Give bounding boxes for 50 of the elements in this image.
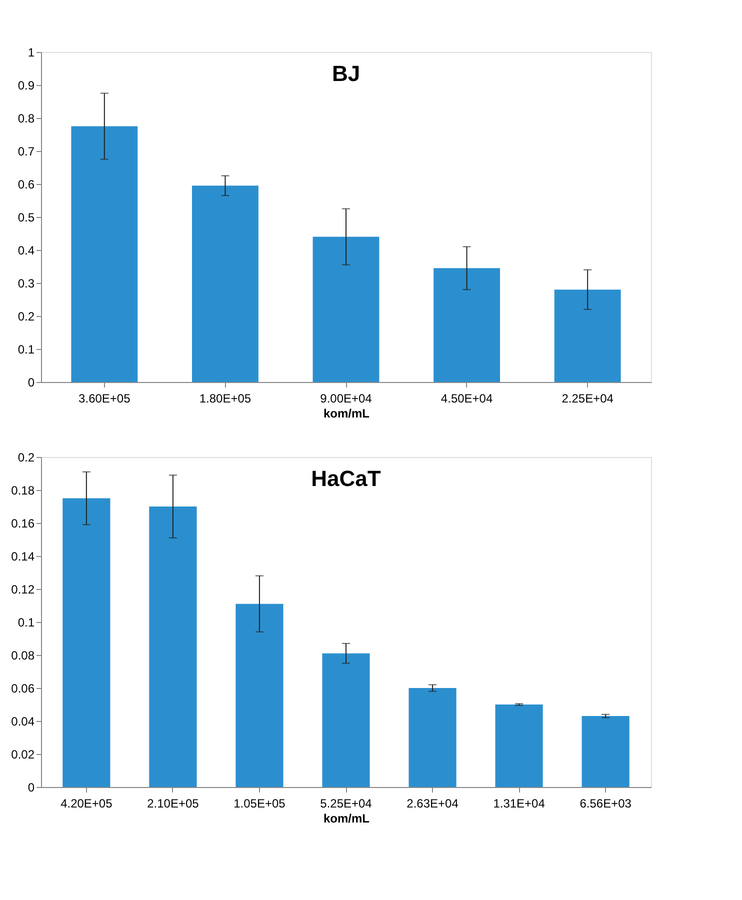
y-tick-label: 0.18 xyxy=(11,484,35,498)
x-tick-label: 2.63E+04 xyxy=(406,796,459,810)
bar xyxy=(495,704,543,787)
y-tick-label: 0.1 xyxy=(18,616,35,630)
bar xyxy=(434,268,500,382)
bar xyxy=(192,186,258,382)
x-tick-label: 2.10E+05 xyxy=(147,796,200,810)
y-tick-label: 0.1 xyxy=(18,342,35,356)
y-tick-label: 0.3 xyxy=(18,276,35,290)
bar xyxy=(62,498,110,787)
chart-title: HaCaT xyxy=(311,466,382,491)
x-tick-label: 2.25E+04 xyxy=(562,392,614,406)
y-tick-label: 0.14 xyxy=(11,550,35,564)
y-tick-label: 0.2 xyxy=(18,450,35,464)
y-tick-label: 0.16 xyxy=(11,516,35,530)
y-tick-label: 0.8 xyxy=(18,112,35,126)
bar xyxy=(408,688,456,787)
bar xyxy=(312,236,380,382)
x-tick-label: 3.60E+05 xyxy=(78,392,131,406)
y-tick-label: 0 xyxy=(28,780,35,794)
bar xyxy=(149,506,197,787)
bar xyxy=(322,653,370,787)
x-tick-label: 1.80E+05 xyxy=(199,392,252,406)
x-axis-title: kom/mL xyxy=(323,812,370,826)
y-tick-label: 1 xyxy=(28,46,35,60)
x-tick-label: 9.00E+04 xyxy=(320,392,372,406)
y-tick-label: 0.6 xyxy=(18,178,35,192)
y-tick-label: 0.7 xyxy=(18,144,35,158)
y-tick-label: 0.02 xyxy=(11,748,35,762)
x-tick-label: 4.50E+04 xyxy=(440,392,493,406)
y-tick-label: 0.2 xyxy=(18,310,35,324)
y-tick-label: 0 xyxy=(28,376,35,390)
x-axis-title: kom/mL xyxy=(323,406,370,420)
bar xyxy=(71,126,138,382)
x-tick-label: 6.56E+03 xyxy=(580,796,632,810)
bar xyxy=(236,604,284,787)
y-tick-label: 0.08 xyxy=(11,648,35,662)
x-tick-label: 1.31E+04 xyxy=(493,796,546,810)
x-tick-label: 1.05E+05 xyxy=(234,796,286,810)
y-tick-label: 0.9 xyxy=(18,78,35,92)
y-tick-label: 0.06 xyxy=(11,682,35,696)
y-tick-label: 0.12 xyxy=(11,582,35,596)
chart-title: BJ xyxy=(332,61,360,86)
y-tick-label: 0.04 xyxy=(11,714,35,728)
bar xyxy=(582,716,630,787)
x-tick-label: 5.25E+04 xyxy=(320,796,372,810)
bar xyxy=(554,290,621,382)
x-tick-label: 4.20E+05 xyxy=(60,796,113,810)
y-tick-label: 0.4 xyxy=(18,244,35,258)
y-tick-label: 0.5 xyxy=(18,210,35,224)
